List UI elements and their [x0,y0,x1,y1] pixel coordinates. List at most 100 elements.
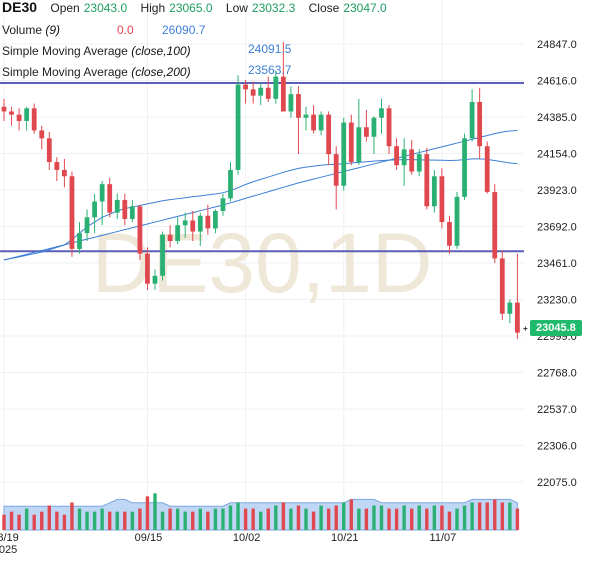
candle-body [213,211,218,229]
candle-body [69,176,75,249]
candle-body [333,154,339,186]
volume-bar [228,505,233,530]
candle-body [348,122,354,163]
candle-body [515,302,520,333]
volume-bar [440,505,444,530]
candle-body [341,122,347,186]
last-price-tag: 23045.8 [530,319,582,336]
candle-body [447,222,452,246]
candle-body [318,114,324,131]
candle-body [167,234,173,242]
candle-body [77,233,82,249]
candle-body [296,94,301,118]
volume-bar [183,511,187,530]
y-tick-label: 22768.0 [537,368,577,380]
candle-body [175,225,181,242]
candle-body [303,114,309,118]
volume-bar [62,514,67,530]
candle-body [122,199,128,219]
candle-body [273,76,279,99]
x-tick-label: 10/21 [331,532,359,544]
y-tick-label: 24616.0 [537,76,577,88]
candle-body [54,162,60,170]
candle-body [92,201,97,218]
candle-body [288,94,294,112]
candle-body [250,89,256,96]
y-tick-label: 22075.0 [537,477,577,489]
volume-bar [243,508,248,530]
volume-bar [357,508,361,530]
volume-bar [191,511,195,530]
volume-bar [213,508,218,530]
volume-bar [334,505,338,530]
volume-bar [108,511,112,530]
candle-body [280,76,286,112]
volume-bar [281,502,286,530]
candle-body [137,206,143,254]
y-tick-label: 24385.0 [537,112,577,124]
volume-bar [508,502,512,530]
candle-body [507,302,513,314]
candle-body [258,87,264,96]
volume-bar [153,493,157,530]
volume-bar [130,511,135,530]
volume-bar [447,511,452,530]
volume-bar [259,511,263,530]
volume-bar [47,505,51,530]
volume-bar [425,508,429,530]
volume-bar [394,508,399,530]
volume-bar [175,508,180,530]
candle-body [24,108,30,121]
candle-body [114,199,120,213]
candle-body [364,127,369,137]
candle-body [386,108,392,147]
volume-bar [32,514,36,530]
volume-bar [402,505,406,530]
volume-bar [236,502,240,530]
candle-body [205,215,211,229]
candle-body [228,169,233,199]
volume-bar [17,514,21,530]
y-tick-label: 23923.0 [537,185,577,197]
volume-bar [410,508,414,530]
candle-body [311,114,316,131]
candle-body [1,106,7,112]
x-tick-label: 11/07 [430,532,457,544]
candle-body [31,108,37,131]
volume-bar [221,508,225,530]
candle-body [454,196,460,246]
volume-bar [296,505,301,530]
candle-body [152,275,158,284]
candle-body [379,108,384,118]
x-tick-label: 08/19 [0,532,19,544]
volume-bar [311,511,316,530]
volume-bar [319,505,323,530]
candle-body [145,253,150,284]
volume-bar [9,511,14,530]
candle-body [484,146,490,193]
candle-body [84,217,90,234]
candle-body [499,258,505,314]
volume-bar [515,508,520,530]
volume-bar [432,505,437,530]
candle-body [265,87,271,99]
y-tick-label: 24847.0 [537,39,577,51]
candle-body [371,117,377,137]
volume-bar [326,508,331,530]
candle-body [477,101,483,147]
volume-bar [115,511,119,530]
volume-bar [138,508,142,530]
candle-body [326,114,332,155]
volume-bar [493,499,497,530]
volume-bar [349,499,353,530]
candle-body [439,176,445,223]
symbol-watermark: DE30,1D [92,216,433,310]
candle-body [416,154,422,172]
y-tick-label: 23230.0 [537,295,577,307]
candle-body [401,149,407,166]
volume-bar [206,511,210,530]
candle-body [492,192,498,259]
volume-bar [2,514,6,530]
